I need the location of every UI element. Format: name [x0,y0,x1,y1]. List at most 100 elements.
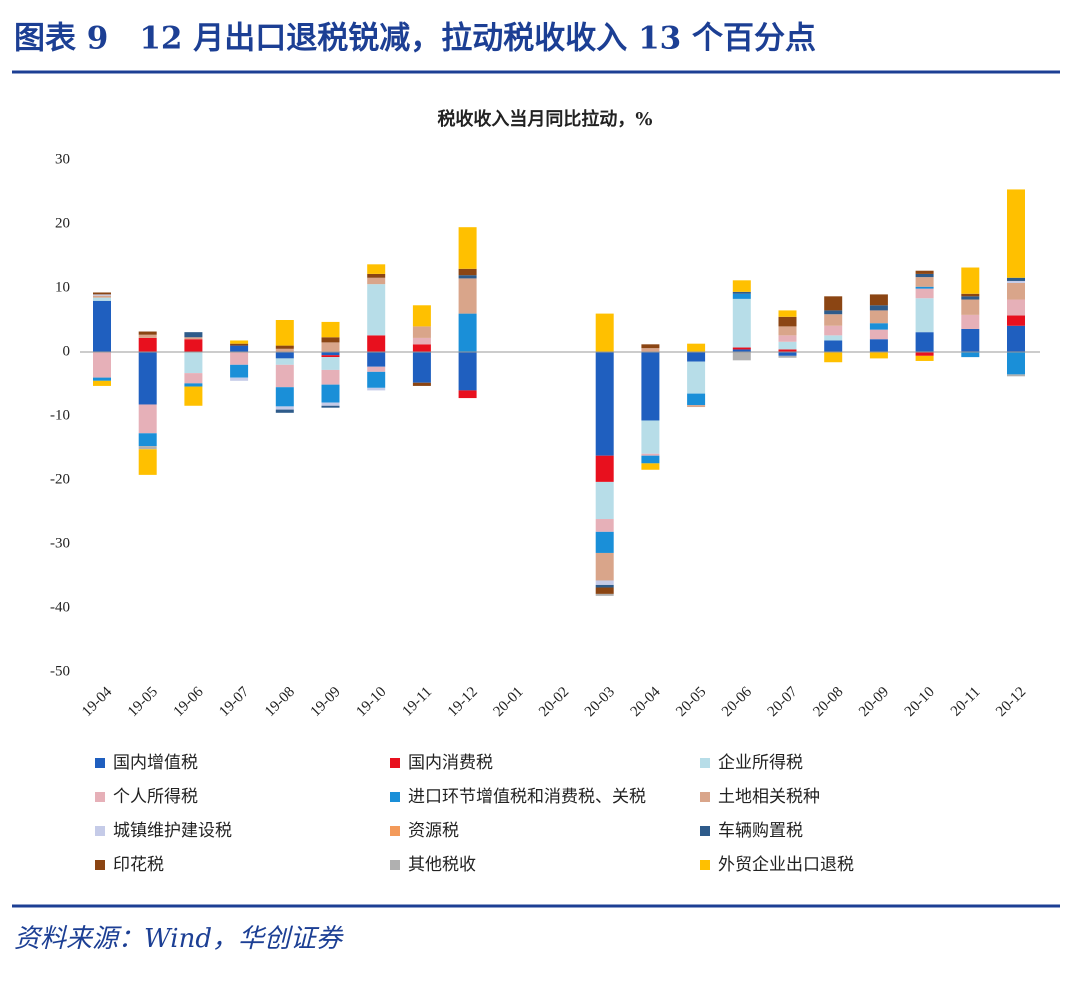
legend-swatch [700,792,710,802]
bar-segment [961,328,980,352]
bar-segment [412,344,431,352]
page-title: 图表 9 12 月出口退税锐减，拉动税收收入 13 个百分点 [14,21,816,57]
source: 资料来源：Wind，华创证券 [14,924,344,954]
legend-swatch [95,860,105,870]
bar-segment [732,298,751,348]
bar-segment [184,383,203,387]
bar-segment [275,406,294,410]
legend-swatch [390,860,400,870]
bar-segment [184,337,203,340]
x-tick-label: 20-09 [856,684,892,720]
x-tick-label: 20-03 [582,684,618,720]
bar-segment [321,369,340,385]
bar-segment [915,332,934,352]
bar-segment [595,584,614,588]
bar-segment [595,587,614,594]
bar-segment [595,455,614,482]
bar-segment [915,288,934,299]
y-tick-label: 10 [55,279,70,295]
bar-segment [412,382,431,386]
x-tick-label: 20-10 [902,684,938,720]
bar-segment [412,305,431,327]
legend-swatch [95,792,105,802]
bar-segment [641,348,660,352]
bar-segment [230,377,249,381]
x-tick-label: 19-05 [125,684,161,720]
bar-segment [458,313,477,352]
bar-segment [230,343,249,346]
x-tick-label: 19-10 [353,684,389,720]
bar-segment [230,364,249,378]
bar-segment [321,342,340,352]
bar-segment [687,405,706,408]
legend-label: 城镇维护建设税 [113,821,232,841]
bar-segment [732,349,751,352]
bar-segment [778,335,797,342]
bar-segment [1007,374,1025,377]
bar-segment [275,364,294,388]
x-tick-label: 20-01 [490,684,526,720]
legend-label: 外贸企业出口退税 [718,855,854,875]
bar-segment [687,393,706,406]
y-tick-label: -30 [50,535,70,551]
bar-segment [641,344,660,349]
bar-segment [367,387,386,391]
bar-segment [275,348,294,352]
bar-segment [1007,352,1025,375]
x-tick-label: 20-11 [948,684,984,720]
bar-segment [915,270,934,274]
bar-segment [93,380,111,386]
bar-segment [93,300,111,352]
legend-swatch [95,826,105,836]
bar-segment [321,357,340,370]
bar-segment [230,352,249,365]
bar-segment [732,352,751,361]
bar-segment [869,305,888,311]
y-tick-label: -40 [50,599,70,615]
bar-segment [595,519,614,532]
bar-segment [869,310,888,324]
x-tick-label: 20-07 [765,684,801,720]
y-tick-label: 0 [63,343,71,359]
bar-segment [915,298,934,333]
bar-segment [641,455,660,464]
bar-segment [869,339,888,352]
bar-segment [778,316,797,327]
bar-segment [961,267,980,294]
bar-segment [458,390,477,399]
bar-segment [1007,315,1025,326]
bar-segment [458,352,477,391]
bar-segment [595,481,614,520]
bar-segment [869,352,888,359]
bar-segment [275,320,294,346]
bar-segment [824,310,843,315]
legend-swatch [95,758,105,768]
bar-segment [961,299,980,315]
bar-segment [367,371,386,388]
bar-segment [595,313,614,352]
bar-segment [869,329,888,340]
bar-segment [824,314,843,326]
x-tick-label: 19-09 [308,684,344,720]
bar-segment [824,296,843,311]
bar-segment [184,332,203,338]
bar-segment [595,593,614,596]
x-tick-label: 19-12 [445,684,481,720]
bar-segment [93,297,111,301]
bar-segment [275,409,294,413]
bar-segment [1007,299,1025,316]
bar-segment [138,446,157,450]
x-tick-label: 19-11 [399,684,435,720]
bar-segment [732,291,751,294]
bar-segment [595,580,614,585]
x-tick-label: 19-08 [262,684,298,720]
bar-segment [93,294,111,296]
chart-title: 税收收入当月同比拉动，% [437,108,652,130]
x-tick-label: 19-07 [216,684,252,720]
legend-label: 印花税 [113,855,164,875]
bar-segment [732,280,751,292]
bar-segment [321,405,340,408]
bar-segment [961,293,980,297]
legend-swatch [700,826,710,836]
